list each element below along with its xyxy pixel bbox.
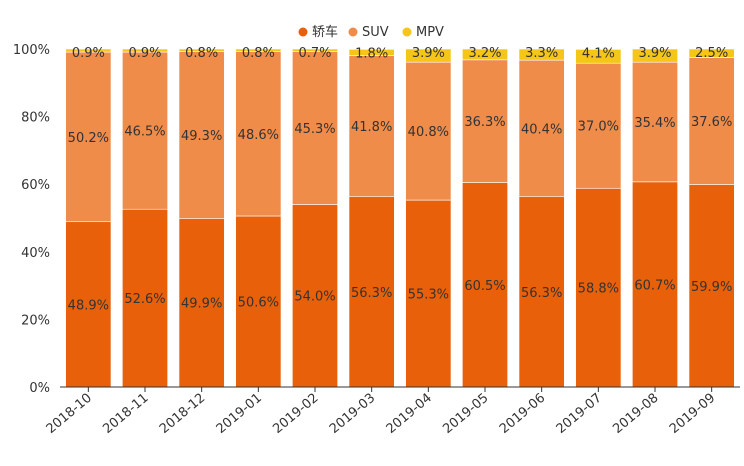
data-label: 1.8% (355, 46, 388, 61)
y-tick-label: 40% (21, 246, 50, 261)
bar-segment (292, 51, 338, 205)
bar-segment (575, 49, 622, 64)
legend: 轿车 SUV MPV (298, 24, 444, 40)
bar-segment (688, 184, 735, 388)
data-label: 52.6% (124, 292, 165, 307)
bar-segment (348, 49, 395, 56)
y-tick-label: 20% (21, 313, 50, 328)
bar-segment (518, 59, 565, 198)
data-label: 50.6% (238, 295, 279, 310)
data-label: 56.3% (521, 286, 562, 301)
data-label: 45.3% (294, 122, 335, 137)
x-tick-label: 2019-09 (667, 391, 718, 437)
bar-segment (405, 199, 452, 388)
data-label: 4.1% (582, 46, 615, 61)
legend-label: MPV (416, 25, 444, 40)
data-label: 3.2% (468, 46, 501, 61)
x-axis: 2018-10 2018-11 2018-12 2019-01 2019-02 2019-… (44, 386, 740, 437)
data-label: 3.3% (525, 46, 558, 61)
bar-segment (575, 62, 622, 189)
bars: 48.9% 50.2% 0.9% 52.6% 46.5% 0.9% 49.9% 49.3% 0.… (65, 46, 735, 388)
bar-segment (575, 187, 622, 388)
bar-segment (235, 215, 282, 388)
data-label: 36.3% (464, 115, 505, 130)
x-tick-label: 2019-04 (384, 391, 435, 437)
bar-segment (122, 48, 168, 53)
x-tick-label: 2019-05 (440, 391, 491, 437)
bar-segment (632, 181, 678, 388)
bar-segment (65, 221, 112, 388)
bar-segment (462, 48, 508, 61)
data-label: 48.6% (238, 128, 279, 143)
data-label: 54.0% (294, 290, 335, 305)
data-label: 37.0% (578, 120, 619, 135)
data-label: 0.7% (298, 46, 331, 61)
data-label: 60.7% (634, 278, 675, 293)
bar-segment (405, 48, 452, 63)
data-label: 40.8% (408, 125, 449, 140)
bar-segment (122, 51, 168, 210)
x-tick-label: 2019-02 (270, 391, 321, 437)
x-tick-label: 2019-01 (214, 391, 265, 437)
x-tick-label: 2019-08 (610, 391, 661, 437)
data-label: 35.4% (634, 116, 675, 131)
data-label: 41.8% (351, 120, 392, 135)
bar-segment (688, 48, 735, 58)
data-label: 58.8% (578, 282, 619, 297)
bar-segment (65, 48, 112, 53)
data-label: 40.4% (521, 122, 562, 137)
bar-segment (292, 204, 338, 388)
x-tick-label: 2019-07 (554, 391, 605, 437)
bar-segment (462, 182, 508, 388)
x-tick-label: 2018-11 (100, 391, 151, 437)
y-axis: 0% 20% 40% 60% 80% 100% (13, 43, 50, 396)
bar-segment (632, 48, 678, 63)
data-label: 55.3% (408, 288, 449, 303)
legend-label: SUV (362, 25, 389, 40)
data-label: 0.9% (128, 46, 161, 61)
data-label: 3.9% (412, 46, 445, 61)
data-label: 2.5% (695, 46, 728, 61)
legend-swatch (298, 27, 308, 37)
legend-label: 轿车 (312, 24, 338, 40)
y-tick-label: 100% (13, 43, 50, 58)
bar-segment (178, 48, 225, 53)
bar-segment (235, 48, 282, 53)
x-tick-label: 2018-12 (157, 391, 208, 437)
legend-swatch (402, 27, 412, 37)
data-label: 60.5% (464, 279, 505, 294)
data-label: 49.3% (181, 129, 222, 144)
bar-segment (65, 51, 112, 223)
y-tick-label: 80% (21, 111, 50, 126)
bar-segment (518, 48, 565, 61)
bar-segment (632, 61, 678, 183)
bar-segment (688, 57, 735, 185)
data-label: 48.9% (68, 298, 109, 313)
legend-swatch (348, 27, 358, 37)
y-tick-label: 60% (21, 178, 50, 193)
bar-segment (348, 196, 395, 388)
x-tick-label: 2019-03 (327, 391, 378, 437)
bar-segment (518, 196, 565, 388)
data-label: 59.9% (691, 280, 732, 295)
bar-segment (462, 59, 508, 183)
bar-segment (122, 208, 168, 388)
bar-segment (348, 55, 395, 198)
bar-segment (235, 51, 282, 217)
data-label: 0.9% (72, 46, 105, 61)
data-label: 46.5% (124, 125, 165, 140)
bar-segment (292, 48, 338, 52)
data-label: 50.2% (68, 131, 109, 146)
data-label: 49.9% (181, 297, 222, 312)
x-tick-label: 2018-10 (44, 391, 95, 437)
data-label: 0.8% (185, 46, 218, 61)
data-label: 37.6% (691, 115, 732, 130)
y-tick-label: 0% (29, 381, 50, 396)
data-label: 56.3% (351, 286, 392, 301)
data-label: 0.8% (242, 46, 275, 61)
x-tick-label: 2019-06 (497, 391, 548, 437)
data-label: 3.9% (638, 46, 671, 61)
